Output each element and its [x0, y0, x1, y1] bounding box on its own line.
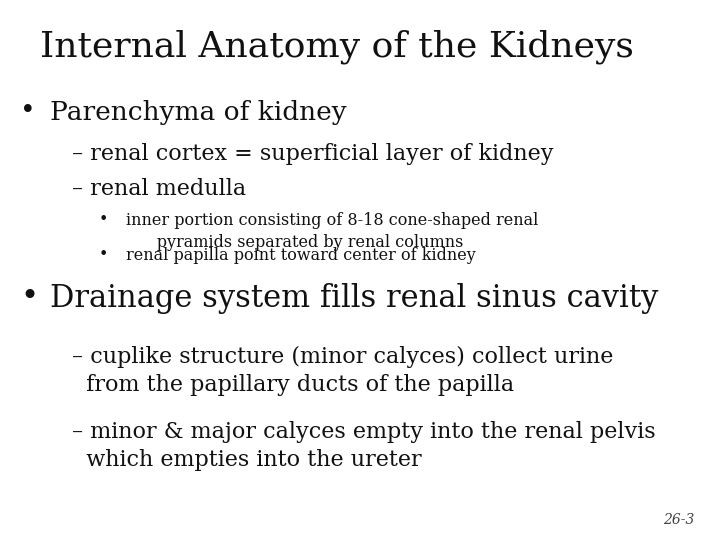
Text: – renal medulla: – renal medulla [72, 178, 246, 200]
Text: – renal cortex = superficial layer of kidney: – renal cortex = superficial layer of ki… [72, 143, 554, 165]
Text: •: • [99, 246, 108, 262]
Text: Internal Anatomy of the Kidneys: Internal Anatomy of the Kidneys [40, 30, 634, 64]
Text: •: • [20, 282, 38, 313]
Text: renal papilla point toward center of kidney: renal papilla point toward center of kid… [126, 247, 476, 264]
Text: •: • [99, 211, 108, 228]
Text: – cuplike structure (minor calyces) collect urine
  from the papillary ducts of : – cuplike structure (minor calyces) coll… [72, 346, 613, 396]
Text: 26-3: 26-3 [663, 512, 695, 526]
Text: •: • [20, 98, 36, 123]
Text: Parenchyma of kidney: Parenchyma of kidney [50, 100, 347, 125]
Text: – minor & major calyces empty into the renal pelvis
  which empties into the ure: – minor & major calyces empty into the r… [72, 421, 656, 471]
Text: Drainage system fills renal sinus cavity: Drainage system fills renal sinus cavity [50, 284, 659, 314]
Text: inner portion consisting of 8-18 cone-shaped renal
      pyramids separated by r: inner portion consisting of 8-18 cone-sh… [126, 212, 539, 251]
